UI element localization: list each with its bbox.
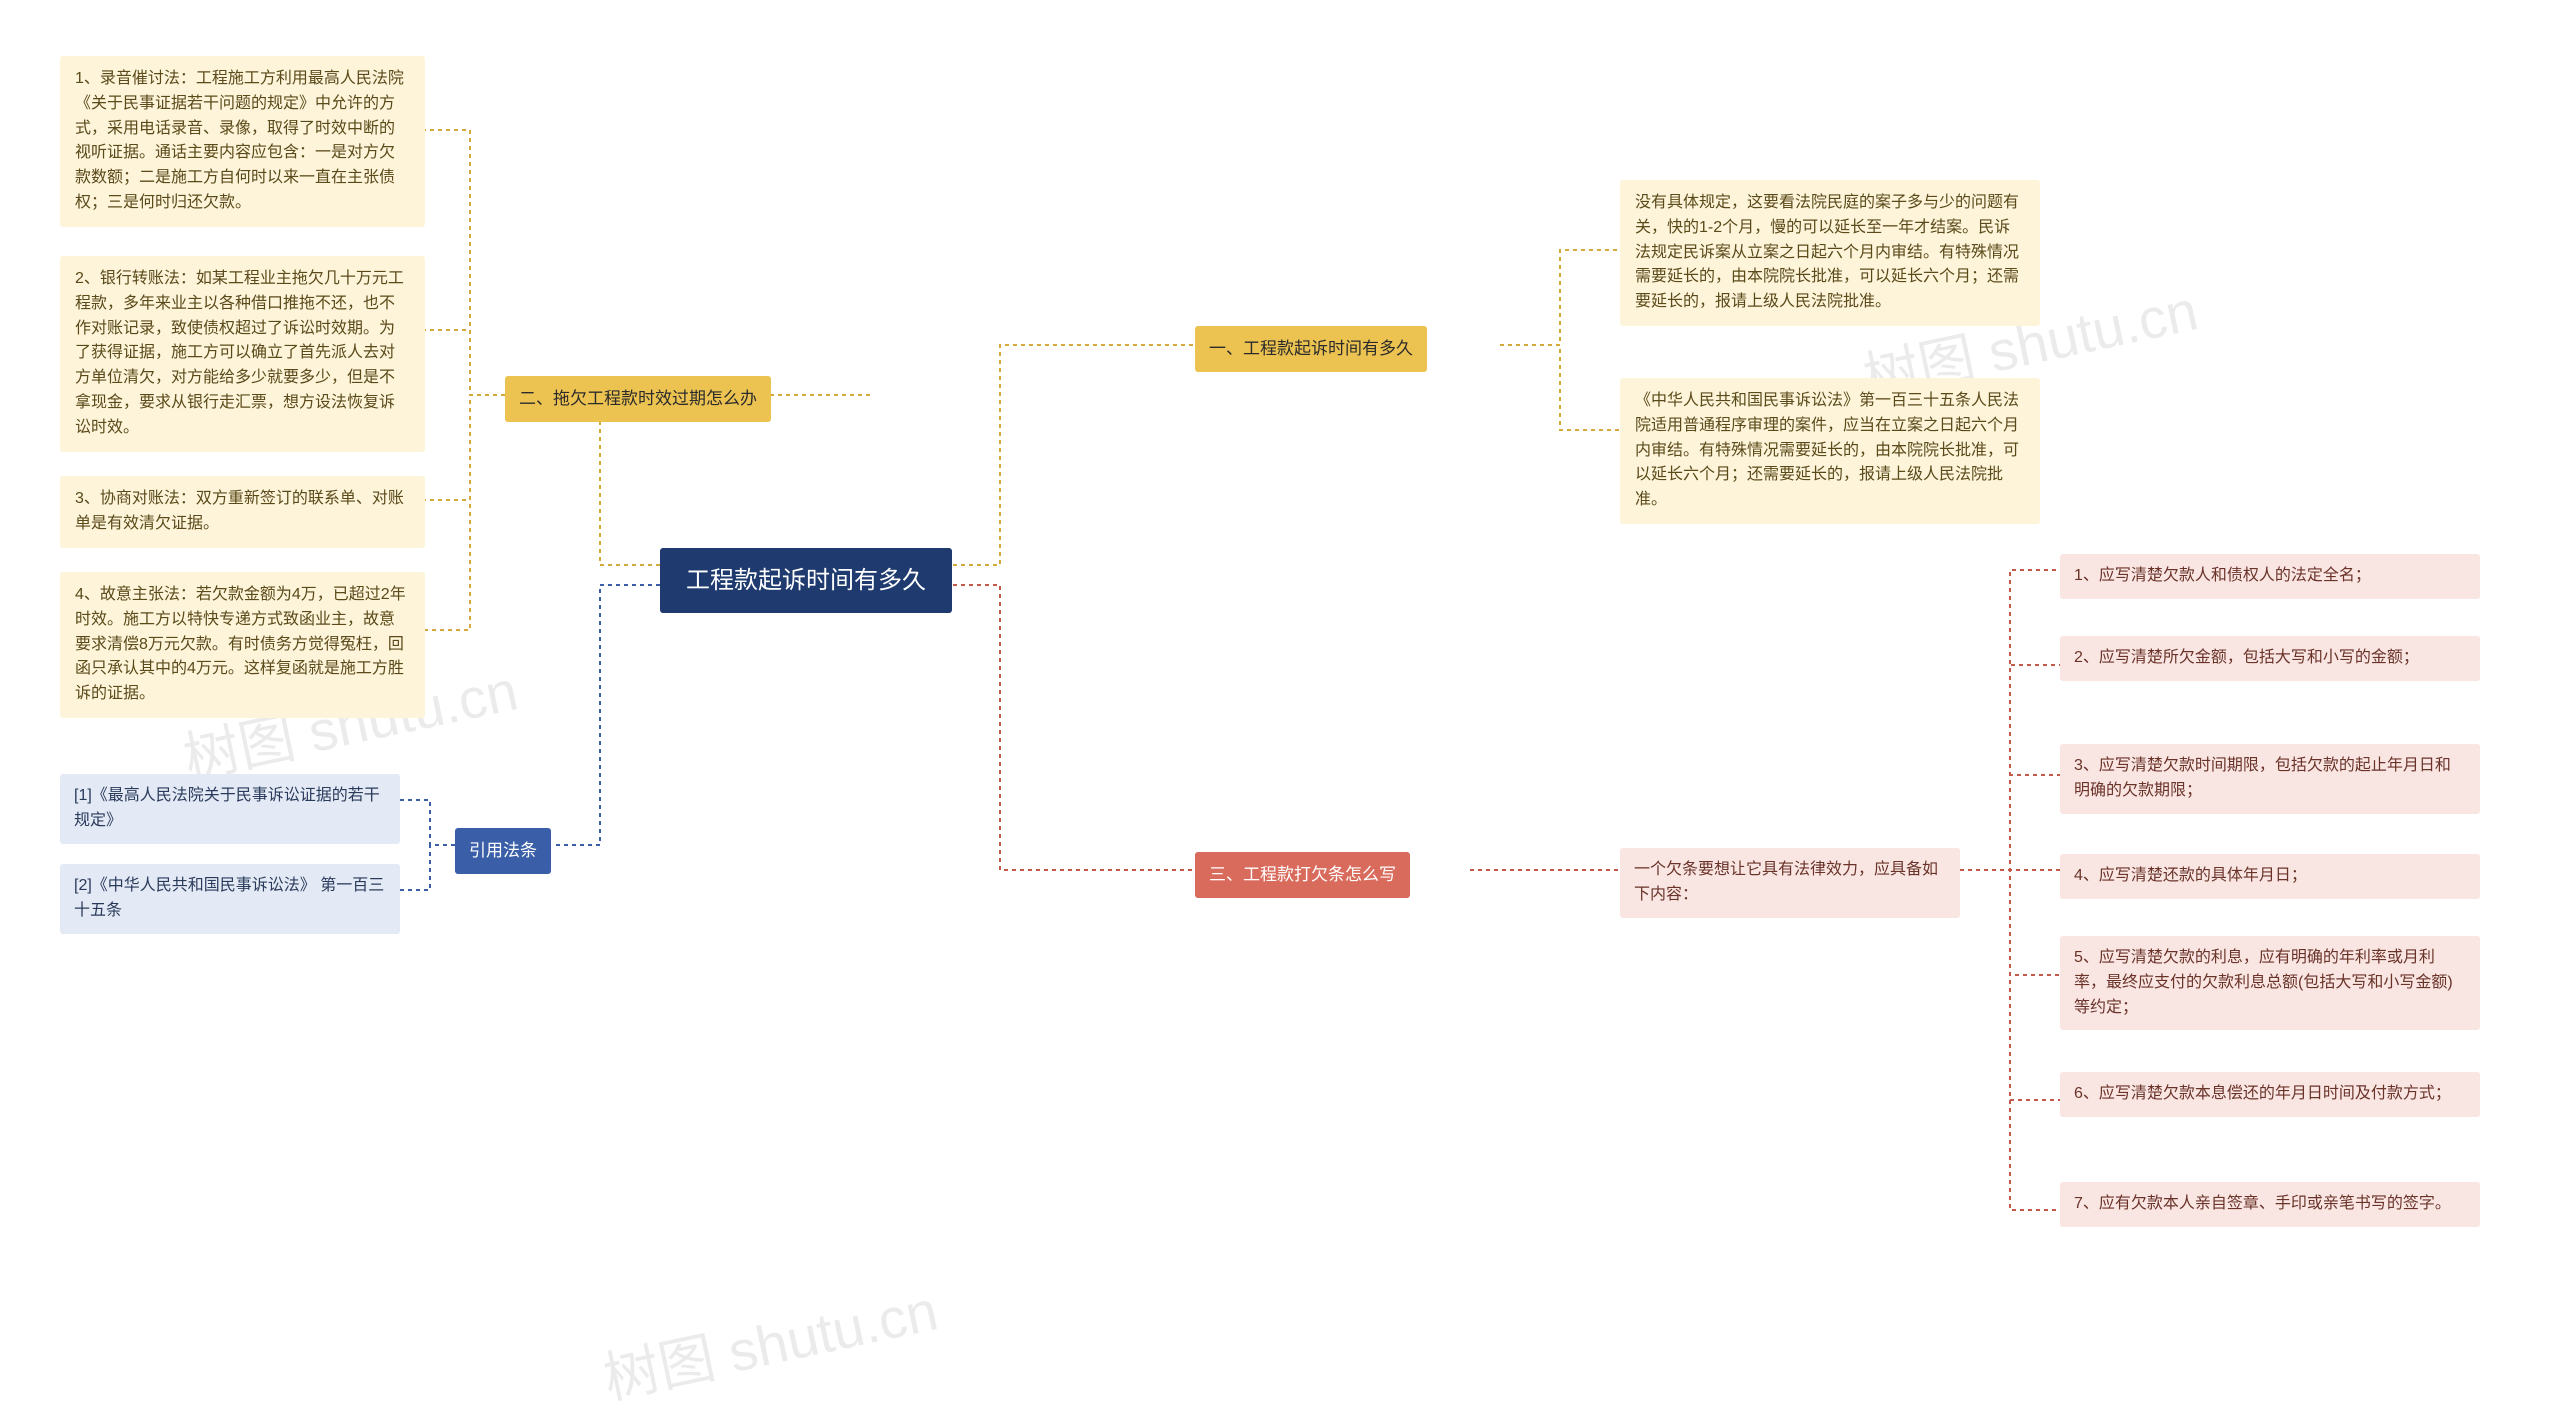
leaf-left1-1[interactable]: 1、录音催讨法：工程施工方利用最高人民法院《关于民事证据若干问题的规定》中允许的…: [60, 56, 425, 227]
branch-left-2[interactable]: 引用法条: [455, 828, 551, 874]
leaf-right2-5[interactable]: 5、应写清楚欠款的利息，应有明确的年利率或月利率，最终应支付的欠款利息总额(包括…: [2060, 936, 2480, 1030]
leaf-left1-4[interactable]: 4、故意主张法：若欠款金额为4万，已超过2年时效。施工方以特快专递方式致函业主，…: [60, 572, 425, 718]
leaf-right2-2[interactable]: 2、应写清楚所欠金额，包括大写和小写的金额；: [2060, 636, 2480, 681]
branch-left-1[interactable]: 二、拖欠工程款时效过期怎么办: [505, 376, 771, 422]
leaf-left1-2[interactable]: 2、银行转账法：如某工程业主拖欠几十万元工程款，多年来业主以各种借口推拖不还，也…: [60, 256, 425, 452]
leaf-right2-3[interactable]: 3、应写清楚欠款时间期限，包括欠款的起止年月日和明确的欠款期限；: [2060, 744, 2480, 814]
branch-right-2[interactable]: 三、工程款打欠条怎么写: [1195, 852, 1410, 898]
leaf-right1-1[interactable]: 没有具体规定，这要看法院民庭的案子多与少的问题有关，快的1-2个月，慢的可以延长…: [1620, 180, 2040, 326]
leaf-right2-4[interactable]: 4、应写清楚还款的具体年月日；: [2060, 854, 2480, 899]
leaf-left2-2[interactable]: [2]《中华人民共和国民事诉讼法》 第一百三十五条: [60, 864, 400, 934]
leaf-right2-7[interactable]: 7、应有欠款本人亲自签章、手印或亲笔书写的签字。: [2060, 1182, 2480, 1227]
intermediate-right2[interactable]: 一个欠条要想让它具有法律效力，应具备如下内容：: [1620, 848, 1960, 918]
leaf-left2-1[interactable]: [1]《最高人民法院关于民事诉讼证据的若干规定》: [60, 774, 400, 844]
watermark: 树图 shutu.cn: [595, 1266, 944, 1415]
leaf-right2-6[interactable]: 6、应写清楚欠款本息偿还的年月日时间及付款方式；: [2060, 1072, 2480, 1117]
root-node[interactable]: 工程款起诉时间有多久: [660, 548, 952, 613]
leaf-right2-1[interactable]: 1、应写清楚欠款人和债权人的法定全名；: [2060, 554, 2480, 599]
branch-right-1[interactable]: 一、工程款起诉时间有多久: [1195, 326, 1427, 372]
leaf-right1-2[interactable]: 《中华人民共和国民事诉讼法》第一百三十五条人民法院适用普通程序审理的案件，应当在…: [1620, 378, 2040, 524]
leaf-left1-3[interactable]: 3、协商对账法：双方重新签订的联系单、对账单是有效清欠证据。: [60, 476, 425, 548]
